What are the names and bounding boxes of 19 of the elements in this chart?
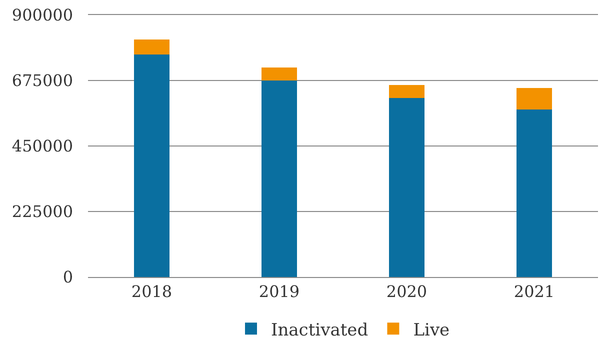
legend-label: Inactivated — [271, 320, 368, 340]
bar — [516, 88, 552, 110]
x-tick-label: 2019 — [258, 282, 300, 302]
y-tick-label: 450000 — [12, 136, 73, 156]
bar — [516, 110, 552, 277]
y-tick-label: 0 — [62, 268, 73, 287]
y-tick-label: 225000 — [12, 202, 73, 222]
y-tick-label: 900000 — [12, 6, 73, 25]
legend-label: Live — [413, 320, 450, 340]
y-tick-label: 675000 — [12, 71, 73, 90]
bar — [388, 84, 425, 98]
x-tick-label: 2018 — [131, 282, 172, 302]
bar — [261, 67, 298, 80]
bar — [261, 80, 298, 277]
x-tick-label: 2020 — [386, 282, 428, 302]
bar — [134, 54, 170, 277]
x-tick-label: 2021 — [514, 282, 555, 302]
bar — [388, 98, 425, 277]
bar — [134, 40, 170, 54]
